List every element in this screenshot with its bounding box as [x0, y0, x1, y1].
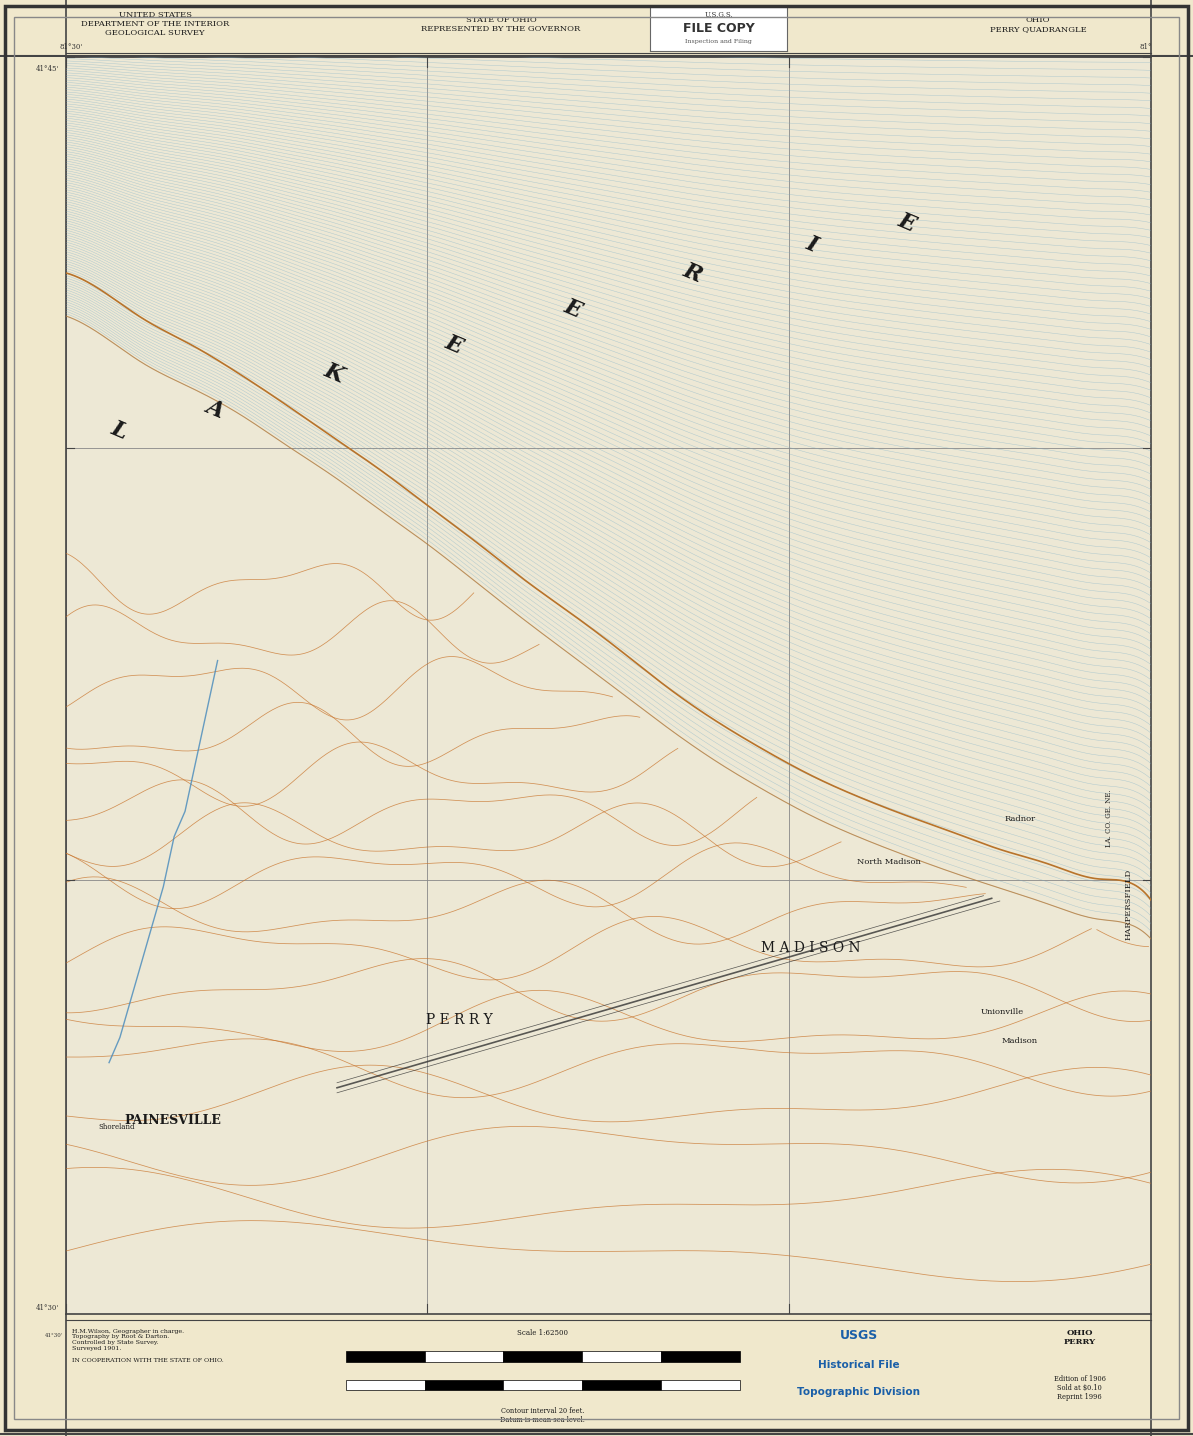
- Text: E: E: [441, 332, 465, 358]
- Bar: [346, 1351, 425, 1363]
- Bar: [346, 1380, 425, 1390]
- Text: H.M.Wilson, Geographer in charge.
Topography by Root & Darton.
Controlled by Sta: H.M.Wilson, Geographer in charge. Topogr…: [72, 1328, 223, 1363]
- Bar: [425, 1351, 503, 1363]
- Text: 81°: 81°: [1139, 43, 1151, 52]
- Text: 81°30': 81°30': [60, 43, 84, 52]
- Text: OHIO
PERRY: OHIO PERRY: [1064, 1328, 1095, 1346]
- Text: Topographic Division: Topographic Division: [797, 1387, 921, 1397]
- Text: LA. CO. GE. NE.: LA. CO. GE. NE.: [1106, 790, 1113, 847]
- Text: E: E: [895, 210, 919, 236]
- Text: Contour interval 20 feet.
Datum is mean sea level.: Contour interval 20 feet. Datum is mean …: [500, 1407, 586, 1425]
- Text: Edition of 1906
Sold at $0.10
Reprint 1996: Edition of 1906 Sold at $0.10 Reprint 19…: [1053, 1376, 1106, 1402]
- Text: Inspection and Filing: Inspection and Filing: [685, 39, 753, 45]
- Text: A: A: [203, 396, 227, 422]
- Text: L: L: [107, 418, 131, 444]
- Text: UNITED STATES
DEPARTMENT OF THE INTERIOR
GEOLOGICAL SURVEY: UNITED STATES DEPARTMENT OF THE INTERIOR…: [81, 11, 229, 37]
- Text: Scale 1:62500: Scale 1:62500: [518, 1328, 568, 1337]
- Text: HARPERSFIELD: HARPERSFIELD: [1125, 869, 1132, 941]
- Text: OHIO
PERRY QUADRANGLE: OHIO PERRY QUADRANGLE: [989, 16, 1087, 33]
- Text: Shoreland: Shoreland: [99, 1123, 135, 1132]
- Text: Radnor: Radnor: [1005, 814, 1036, 823]
- Text: USGS: USGS: [840, 1328, 878, 1341]
- Bar: [661, 1380, 740, 1390]
- Bar: [582, 1351, 661, 1363]
- Text: Historical File: Historical File: [818, 1360, 900, 1370]
- Text: North Madison: North Madison: [857, 857, 921, 866]
- Text: K: K: [321, 359, 347, 388]
- Bar: [661, 1351, 740, 1363]
- Text: PAINESVILLE: PAINESVILLE: [124, 1113, 222, 1127]
- Bar: [503, 1351, 582, 1363]
- Text: I: I: [802, 233, 821, 256]
- Text: STATE OF OHIO
REPRESENTED BY THE GOVERNOR: STATE OF OHIO REPRESENTED BY THE GOVERNO…: [421, 16, 581, 33]
- Text: E: E: [561, 296, 585, 322]
- Bar: [425, 1380, 503, 1390]
- Bar: [503, 1380, 582, 1390]
- Text: FILE COPY: FILE COPY: [682, 22, 755, 34]
- Text: Madison: Madison: [1002, 1037, 1038, 1045]
- Text: R: R: [679, 258, 705, 287]
- Text: U.S.G.S.: U.S.G.S.: [704, 10, 734, 19]
- Text: Unionville: Unionville: [981, 1008, 1024, 1017]
- Text: 41°45': 41°45': [36, 65, 60, 73]
- Text: P E R R Y: P E R R Y: [426, 1012, 493, 1027]
- Text: 41°30': 41°30': [44, 1333, 63, 1338]
- Bar: [582, 1380, 661, 1390]
- Text: M A D I S O N: M A D I S O N: [761, 941, 861, 955]
- Text: 41°30': 41°30': [36, 1304, 60, 1313]
